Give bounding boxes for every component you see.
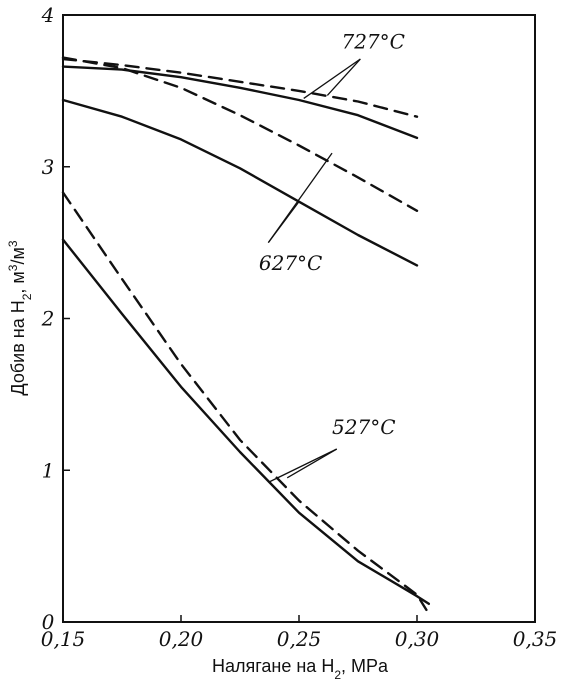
annotation-527: 527°C xyxy=(332,415,395,439)
y-tick-label: 1 xyxy=(42,458,55,482)
x-axis-title: Налягане на H2, MPa xyxy=(212,656,389,682)
annotation-627: 627°C xyxy=(259,251,322,275)
x-tick-label: 0,25 xyxy=(277,627,322,651)
y-tick-label: 3 xyxy=(42,155,55,179)
annotation-727: 727°C xyxy=(341,29,404,53)
x-axis-ticks: 0,15 0,20 0,25 0,30 0,35 xyxy=(41,615,558,651)
y-tick-label: 4 xyxy=(41,3,55,27)
series-line-527-dashed xyxy=(61,191,428,612)
series-group xyxy=(61,56,430,612)
y-axis-title: Добив на H2, м3/м3 xyxy=(6,240,34,395)
y-tick-label: 0 xyxy=(42,610,55,634)
plot-frame xyxy=(62,14,536,623)
x-tick-label: 0,20 xyxy=(159,627,204,651)
series-line-727-dashed xyxy=(61,57,419,118)
series-line-627-dashed xyxy=(61,56,419,213)
series-line-727-solid xyxy=(61,65,419,140)
x-tick-label: 0,35 xyxy=(513,627,558,651)
annotation-leader-527 xyxy=(286,448,338,479)
x-tick-label: 0,30 xyxy=(395,627,440,651)
annotation-leader-627 xyxy=(267,152,333,244)
annotation-leader-727 xyxy=(303,58,361,99)
y-tick-label: 2 xyxy=(41,307,55,331)
x-tick-label: 0,15 xyxy=(41,627,86,651)
annotation-leader-727 xyxy=(326,58,361,96)
series-line-627-solid xyxy=(61,98,419,267)
annotation-leader-527 xyxy=(268,448,338,483)
y-axis-ticks: 0 1 2 3 4 xyxy=(41,3,70,634)
annotations-group: 727°C 627°C 527°C xyxy=(259,29,405,483)
